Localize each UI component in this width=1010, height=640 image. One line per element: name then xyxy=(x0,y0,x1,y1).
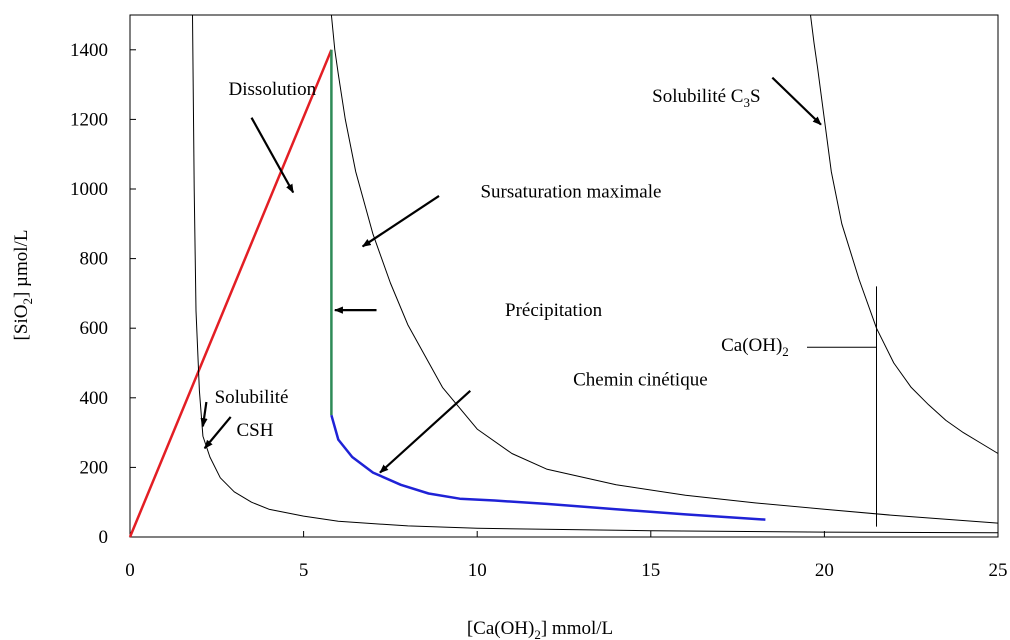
annotation-c3s-solubility-label: Solubilité C3S xyxy=(652,86,760,110)
annotation-csh-solubility-2-arrow xyxy=(203,416,232,449)
x-tick-label: 10 xyxy=(468,560,487,581)
annotation-caoh2-label: Ca(OH)2 xyxy=(721,335,789,359)
annotation-c3s-solubility-arrow xyxy=(771,76,822,126)
y-tick-label: 1200 xyxy=(70,109,108,130)
annotations-group: Dissolution Sursaturation maximale Solubil… xyxy=(200,76,822,474)
annotation-csh-solubility-2-label: CSH xyxy=(237,420,274,441)
annotation-chemin-cinetique-label: Chemin cinétique xyxy=(573,370,708,391)
annotation-precipitation-label: Précipitation xyxy=(505,300,603,321)
annotation-dissolution-arrow xyxy=(250,117,295,194)
x-tick-label: 0 xyxy=(125,560,135,581)
x-tick-label: 15 xyxy=(641,560,660,581)
y-tick-label: 400 xyxy=(80,388,109,409)
y-tick-label: 200 xyxy=(80,457,109,478)
annotation-csh-solubility-1-arrow xyxy=(200,401,208,428)
y-tick-label: 800 xyxy=(80,249,109,270)
series-group xyxy=(128,14,999,538)
y-tick-label: 1000 xyxy=(70,179,108,200)
x-tick-label: 20 xyxy=(815,560,834,581)
annotation-dissolution-label: Dissolution xyxy=(229,79,317,100)
y-axis-title: [SiO2] µmol/L xyxy=(11,230,35,341)
x-axis-title: [Ca(OH)2] mmol/L xyxy=(467,618,613,640)
series-dissolution-line xyxy=(128,49,333,538)
y-ticks: 0 200 400 600 800 1000 1200 1400 xyxy=(70,40,136,548)
y-tick-label: 600 xyxy=(80,318,109,339)
series-csh-solubility-line xyxy=(192,14,999,534)
y-tick-label: 0 xyxy=(99,527,109,548)
plot-frame xyxy=(129,14,999,538)
series-max-supersaturation-line xyxy=(330,14,999,524)
annotation-max-supersaturation-label: Sursaturation maximale xyxy=(480,182,661,203)
annotation-chemin-cinetique-arrow xyxy=(379,390,471,474)
annotation-csh-solubility-1-label: Solubilité xyxy=(215,387,289,408)
x-tick-label: 5 xyxy=(299,560,309,581)
x-ticks: 0 5 10 15 20 25 xyxy=(125,531,1008,581)
series-c3s-solubility-line xyxy=(810,14,999,454)
x-tick-label: 25 xyxy=(989,560,1008,581)
series-kinetic-line xyxy=(330,414,766,521)
y-tick-label: 1400 xyxy=(70,40,108,61)
annotation-max-supersaturation-arrow xyxy=(361,195,440,248)
